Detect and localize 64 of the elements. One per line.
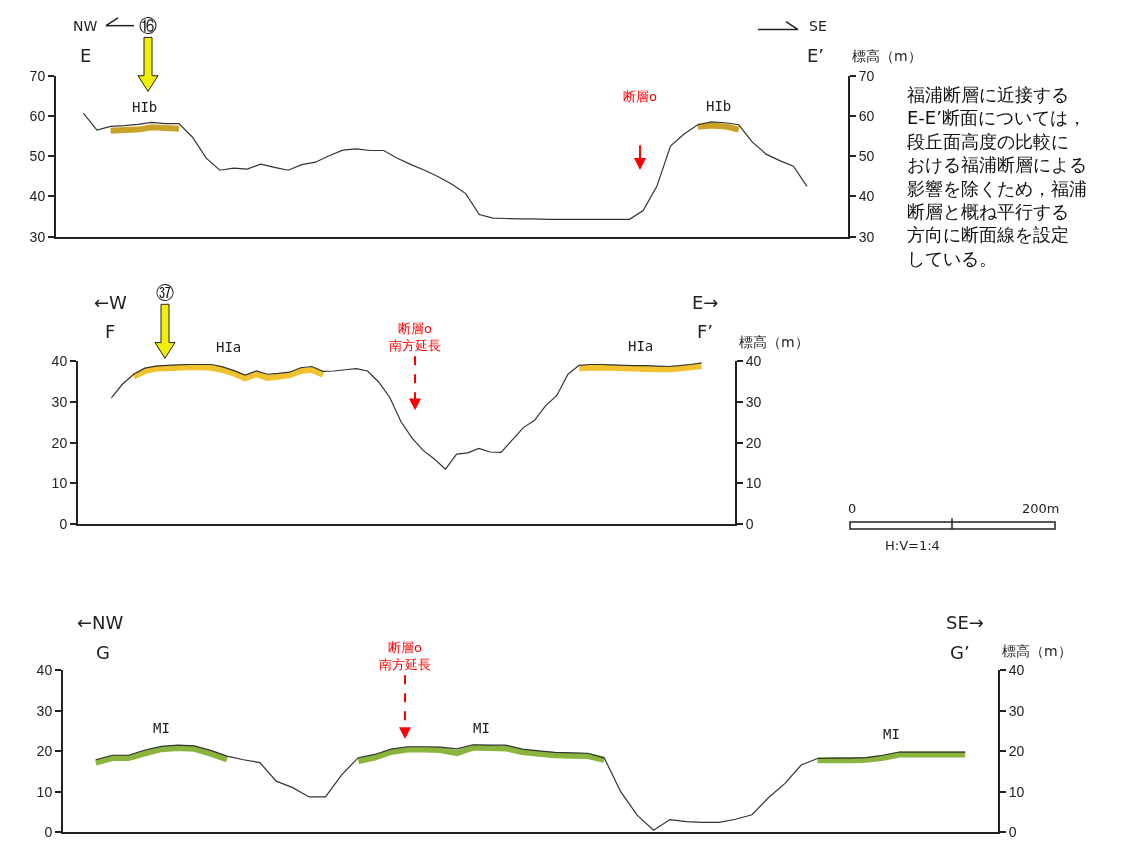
text: E’ <box>807 45 825 66</box>
text: ←NW <box>77 612 124 633</box>
y-tick-label: 20 <box>51 434 68 451</box>
y2-tick-label: 40 <box>745 353 762 370</box>
text: 200m <box>1022 501 1060 516</box>
annotation: 断層o <box>623 89 657 104</box>
text: ←W <box>94 292 128 313</box>
y-tick-label: 20 <box>36 743 53 760</box>
y-tick-label: 30 <box>36 702 53 719</box>
text: HIa <box>628 338 654 354</box>
line-series <box>110 362 703 470</box>
annotation: MI <box>883 726 900 742</box>
y-tick-label: 40 <box>51 353 68 370</box>
text: E→ <box>692 292 719 313</box>
text: E <box>80 45 92 66</box>
y2-tick-label: 10 <box>745 475 762 492</box>
y-tick-label: 10 <box>51 475 68 492</box>
text: H:V=1:4 <box>885 538 940 553</box>
text: NW <box>73 18 98 34</box>
y-tick-label: 0 <box>44 824 53 841</box>
y2-tick-label: 0 <box>745 515 754 532</box>
text: 0 <box>848 501 857 516</box>
y2-tick-label: 50 <box>858 148 875 165</box>
y-tick-label: 10 <box>36 783 53 800</box>
y2-tick-label: 10 <box>1008 783 1025 800</box>
y2-tick-label: 70 <box>858 67 875 84</box>
annotation: HIb <box>132 99 158 115</box>
y-tick-label: 40 <box>36 662 53 679</box>
text: SE→ <box>946 612 984 633</box>
y2-tick-label: 30 <box>858 228 875 245</box>
annotation: HIb <box>706 98 732 114</box>
y2-tick-label: 20 <box>745 434 762 451</box>
y-tick-label: 30 <box>29 228 46 245</box>
text: G’ <box>950 642 970 663</box>
y2-tick-label: 30 <box>1008 702 1025 719</box>
annotation: MI <box>473 720 490 736</box>
annotation: 断層o 南方延長 <box>379 640 431 672</box>
y-tick-label: 70 <box>29 67 46 84</box>
y2-tick-label: 20 <box>1008 743 1025 760</box>
text: 断層o 南方延長 <box>389 321 441 353</box>
text: F <box>105 321 116 342</box>
y-tick-label: 60 <box>29 107 46 124</box>
y2-tick-label: 40 <box>1008 662 1025 679</box>
y2-tick-label: 0 <box>1008 824 1017 841</box>
text: ㊲ <box>156 282 174 303</box>
y2-axis-title: 標高（m） <box>739 334 809 350</box>
y2-tick-label: 60 <box>858 107 875 124</box>
line-series <box>82 112 808 220</box>
text: G <box>96 642 110 663</box>
text: SE <box>809 18 827 34</box>
annotation: MI <box>153 720 170 736</box>
text: ⑯ <box>139 15 157 36</box>
y2-axis-title: 標高（m） <box>1002 643 1072 659</box>
text: F’ <box>697 321 714 342</box>
y-tick-label: 40 <box>29 188 46 205</box>
y2-axis-title: 標高（m） <box>852 48 922 64</box>
y-tick-label: 30 <box>51 393 68 410</box>
y-tick-label: 0 <box>59 515 68 532</box>
line-series <box>95 744 966 831</box>
text: HIa <box>216 339 242 355</box>
y2-tick-label: 30 <box>745 393 762 410</box>
y-tick-label: 50 <box>29 148 46 165</box>
text: 福浦断層に近接するE-E’断面については，段丘面高度の比較における福浦断層による影響を除くため，福浦断層と概ね平行する方向に断面線を設定している。 <box>907 84 1087 269</box>
y2-tick-label: 40 <box>858 188 875 205</box>
